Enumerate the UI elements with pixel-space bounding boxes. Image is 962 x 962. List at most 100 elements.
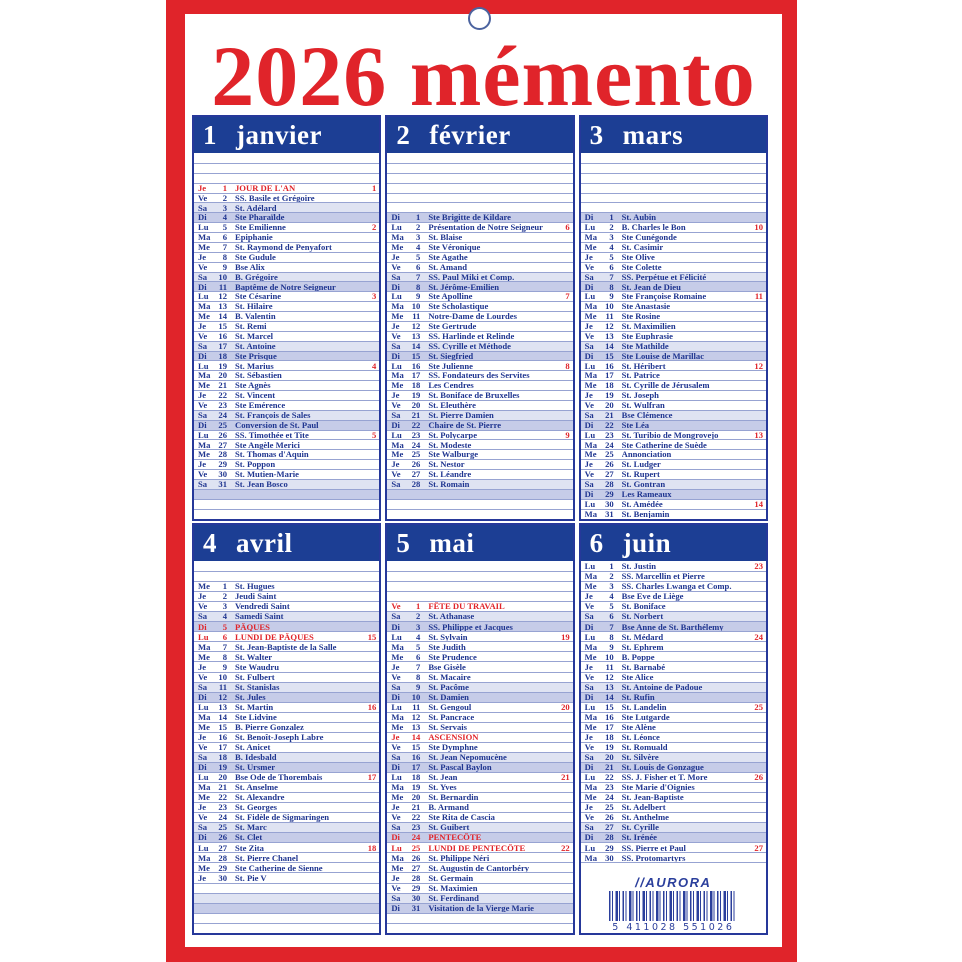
saint-name: St. Remi [235, 322, 267, 331]
day-row: Me 7 St. Raymond de Penyafort [194, 241, 380, 253]
day-row: Je 18 St. Léonce [580, 731, 766, 742]
day-number: 2 [416, 222, 421, 233]
day-number: 27 [605, 822, 614, 833]
months-row: 1 janvier Je 1 JOUR DE L'AN 1 Ve 2 SS. Basile et… [192, 115, 768, 521]
day-row: Sa 17 St. Antoine [194, 340, 380, 351]
day-row [387, 162, 573, 173]
day-number: 14 [605, 340, 614, 351]
weekday-label: Di [198, 762, 207, 773]
saint-name: St. Servais [428, 722, 467, 732]
day-number: 4 [609, 591, 614, 602]
saint-name: St. François de Sales [235, 410, 311, 420]
saint-name: Ste Léa [621, 420, 650, 430]
saint-name: Bse Eve de Liège [621, 592, 684, 601]
day-number: 30 [411, 892, 421, 903]
day-row [194, 508, 380, 519]
saint-name: Ste Julienne [428, 361, 473, 371]
day-row: Di 21 St. Louis de Gonzague [580, 761, 766, 772]
day-row: Ve 6 St. Amand [387, 261, 573, 272]
weekday-label: Ma [584, 370, 598, 381]
saint-name: Ste Alène [621, 722, 656, 732]
month-name: mars [622, 119, 684, 150]
day-row: Sa 20 St. Silvère [580, 751, 766, 762]
weekday-label: Di [198, 419, 207, 430]
weekday-label: Me [198, 242, 210, 253]
week-number: 25 [754, 701, 763, 712]
saint-name: St. Rufin [621, 692, 655, 702]
weekday-label: Je [584, 321, 593, 332]
weekday-label: Sa [198, 479, 208, 490]
day-row: Me 4 St. Casimir [580, 241, 766, 252]
weekday-label: Sa [198, 611, 208, 622]
day-row: Ma 12 St. Pancrace [387, 711, 573, 722]
day-number: 1 [416, 212, 421, 223]
saint-name: Conversion de St. Paul [235, 420, 319, 430]
day-number: 21 [605, 409, 614, 420]
month-mars: 3 mars Di 1 St. Aubin Lu 2 B. Charles le Bon 10 M… [578, 115, 768, 521]
weekday-label: Ma [584, 439, 598, 450]
day-number: 9 [609, 291, 614, 302]
weekday-label: Di [584, 621, 594, 632]
weekday-label: Sa [198, 752, 208, 763]
weekday-label: Ve [391, 469, 401, 480]
day-row [387, 571, 573, 581]
day-number: 2 [609, 571, 614, 582]
saint-name: SS. Charles Lwanga et Comp. [621, 582, 732, 591]
weekday-label: Di [198, 832, 207, 843]
day-row: Lu 12 Ste Césarine 3 [194, 291, 380, 301]
saint-name: Ste Emilienne [235, 223, 286, 232]
weekday-label: Je [584, 591, 593, 602]
saint-name: B. Charles le Bon [621, 223, 686, 232]
day-row [194, 498, 380, 509]
weekday-label: Ve [198, 400, 208, 411]
day-row: Ve 20 St. Wulfran [580, 399, 766, 410]
day-row: Ve 30 St. Mutien-Marie [194, 469, 380, 479]
day-number: 9 [222, 661, 227, 672]
weekday-label: Me [391, 792, 404, 803]
day-number: 4 [222, 212, 227, 223]
day-number: 26 [605, 459, 614, 470]
weekday-label: Me [391, 651, 404, 662]
day-row [580, 162, 766, 173]
saint-name: Annonciation [621, 450, 672, 459]
day-number: 11 [218, 681, 227, 692]
day-number: 18 [411, 772, 421, 783]
day-row: Me 18 St. Cyrille de Jérusalem [580, 380, 766, 390]
day-row: Je 26 St. Ludger [580, 459, 766, 470]
day-row: Ma 24 Ste Catherine de Suède [580, 439, 766, 450]
saint-name: Ste Waudru [235, 662, 280, 672]
day-row: Je 5 Ste Olive [580, 251, 766, 262]
saint-name: St. Maximien [428, 883, 478, 893]
day-number: 11 [218, 281, 227, 292]
saint-name: St. Justin [621, 561, 657, 571]
weekday-label: Di [391, 212, 400, 223]
weekday-label: Di [391, 691, 400, 702]
day-row: Di 12 St. Jules [194, 691, 380, 702]
day-row: Di 5 PÂQUES [194, 621, 380, 632]
day-row: Ve 5 St. Boniface [580, 601, 766, 611]
weekday-label: Lu [198, 222, 209, 233]
day-row: Sa 9 St. Pacôme [387, 681, 573, 692]
day-row: Je 30 St. Pie V [194, 872, 380, 883]
day-row: Sa 30 St. Ferdinand [387, 892, 573, 903]
weekday-label: Di [391, 419, 400, 430]
day-number: 1 [222, 581, 227, 592]
weekday-label: Je [198, 872, 207, 883]
day-number: 8 [416, 671, 421, 682]
saint-name: Ste Olive [621, 252, 655, 262]
weekday-label: Lu [391, 360, 402, 371]
day-row: Di 22 Chaire de St. Pierre [387, 419, 573, 430]
day-row [580, 202, 766, 212]
day-row: Sa 16 St. Jean Nepomucène [387, 751, 573, 762]
saint-name: St. Anthelme [621, 813, 669, 822]
day-row: Di 8 St. Jean de Dieu [580, 281, 766, 292]
day-row: Ve 1 FÊTE DU TRAVAIL [387, 601, 573, 611]
weekday-label: Ve [391, 882, 401, 893]
day-row [387, 922, 573, 933]
saint-name: St. Gengoul [428, 702, 472, 712]
day-number: 17 [411, 762, 421, 773]
saint-name: St. Georges [235, 803, 278, 812]
day-number: 18 [218, 350, 227, 361]
day-row: Ve 10 St. Fulbert [194, 671, 380, 682]
weekday-label: Ve [198, 742, 208, 753]
